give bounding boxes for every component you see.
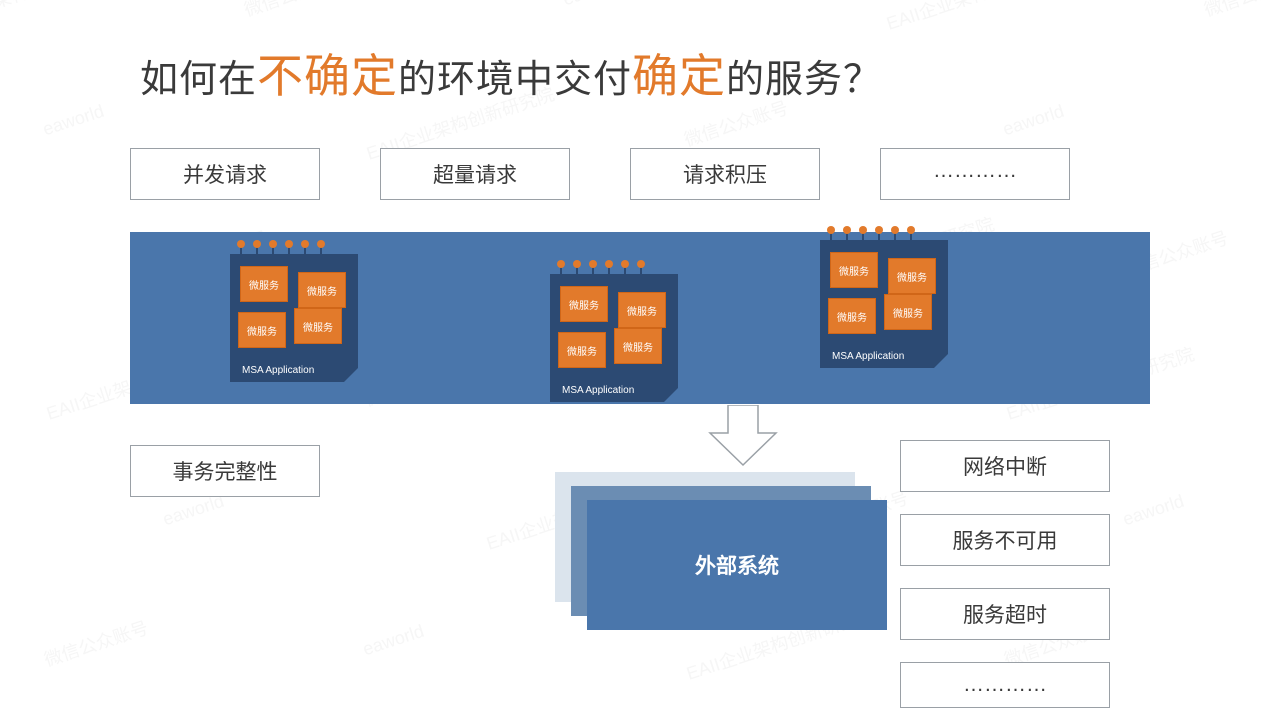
right-box: 网络中断 (900, 440, 1110, 492)
microservice-cell: 微服务 (888, 258, 936, 294)
watermark-text: eaworld (360, 621, 426, 660)
watermark-text: eaworld (40, 101, 106, 140)
pin-icon (592, 266, 594, 274)
microservice-cell: 微服务 (560, 286, 608, 322)
transaction-integrity-box: 事务完整性 (130, 445, 320, 497)
microservice-cell: 微服务 (618, 292, 666, 328)
microservice-cell: 微服务 (558, 332, 606, 368)
pin-icon (894, 232, 896, 240)
slide-title: 如何在不确定的环境中交付确定的服务？ (140, 40, 882, 106)
watermark-text: 微信公众账号 (40, 614, 151, 672)
pin-icon (862, 232, 864, 240)
right-box: ………… (900, 662, 1110, 708)
external-system-label: 外部系统 (695, 550, 779, 580)
right-box: 服务超时 (900, 588, 1110, 640)
top-box: 并发请求 (130, 148, 320, 200)
top-condition-row: 并发请求 超量请求 请求积压 ………… (130, 148, 1070, 200)
microservice-cell: 微服务 (884, 294, 932, 330)
external-system-layer-front: 外部系统 (587, 500, 887, 630)
microservice-cell: 微服务 (294, 308, 342, 344)
pin-icon (624, 266, 626, 274)
watermark-text: 微信公众账号 (1200, 0, 1280, 22)
msa-caption: MSA Application (832, 351, 904, 362)
watermark-text: eaworld (1000, 101, 1066, 140)
pin-icon (240, 246, 242, 254)
title-highlight-2: 确定 (632, 50, 726, 102)
pin-icon (288, 246, 290, 254)
watermark-text: eaworld (1120, 491, 1186, 530)
msa-application-chip: 微服务微服务微服务微服务MSA Application (820, 240, 948, 368)
microservice-grid: 微服务微服务微服务微服务 (830, 252, 932, 330)
title-part-1: 如何在 (140, 59, 257, 101)
microservice-cell: 微服务 (830, 252, 878, 288)
bottom-left-concern: 事务完整性 (130, 445, 320, 497)
microservice-cell: 微服务 (238, 312, 286, 348)
pin-icon (560, 266, 562, 274)
msa-caption: MSA Application (242, 365, 314, 376)
watermark-text: EAII企业架构创新研究院 (882, 0, 1076, 36)
pin-icon (320, 246, 322, 254)
right-box: 服务不可用 (900, 514, 1110, 566)
pin-icon (910, 232, 912, 240)
pin-icon (846, 232, 848, 240)
chip-pins (830, 232, 912, 240)
microservice-cell: 微服务 (828, 298, 876, 334)
title-part-2: 的环境中交付 (398, 59, 632, 101)
pin-icon (256, 246, 258, 254)
right-failure-list: 网络中断 服务不可用 服务超时 ………… (900, 440, 1110, 708)
watermark-text: 微信公众账号 (240, 0, 351, 22)
microservice-grid: 微服务微服务微服务微服务 (560, 286, 662, 364)
watermark-text: EAII企业架构创新研究院 (0, 0, 117, 36)
service-platform-bar: 微服务微服务微服务微服务MSA Application微服务微服务微服务微服务M… (130, 232, 1150, 404)
top-box: ………… (880, 148, 1070, 200)
pin-icon (272, 246, 274, 254)
pin-icon (576, 266, 578, 274)
pin-icon (608, 266, 610, 274)
title-highlight-1: 不确定 (257, 50, 398, 102)
microservice-cell: 微服务 (240, 266, 288, 302)
pin-icon (304, 246, 306, 254)
pin-icon (640, 266, 642, 274)
msa-application-chip: 微服务微服务微服务微服务MSA Application (230, 254, 358, 382)
chip-pins (240, 246, 322, 254)
arrow-down-icon (708, 405, 778, 467)
watermark-text: eaworld (560, 0, 626, 10)
microservice-grid: 微服务微服务微服务微服务 (240, 266, 342, 344)
microservice-cell: 微服务 (298, 272, 346, 308)
top-box: 请求积压 (630, 148, 820, 200)
pin-icon (878, 232, 880, 240)
top-box: 超量请求 (380, 148, 570, 200)
title-part-3: 的服务？ (726, 59, 882, 101)
msa-caption: MSA Application (562, 385, 634, 396)
chip-pins (560, 266, 642, 274)
pin-icon (830, 232, 832, 240)
microservice-cell: 微服务 (614, 328, 662, 364)
msa-application-chip: 微服务微服务微服务微服务MSA Application (550, 274, 678, 402)
